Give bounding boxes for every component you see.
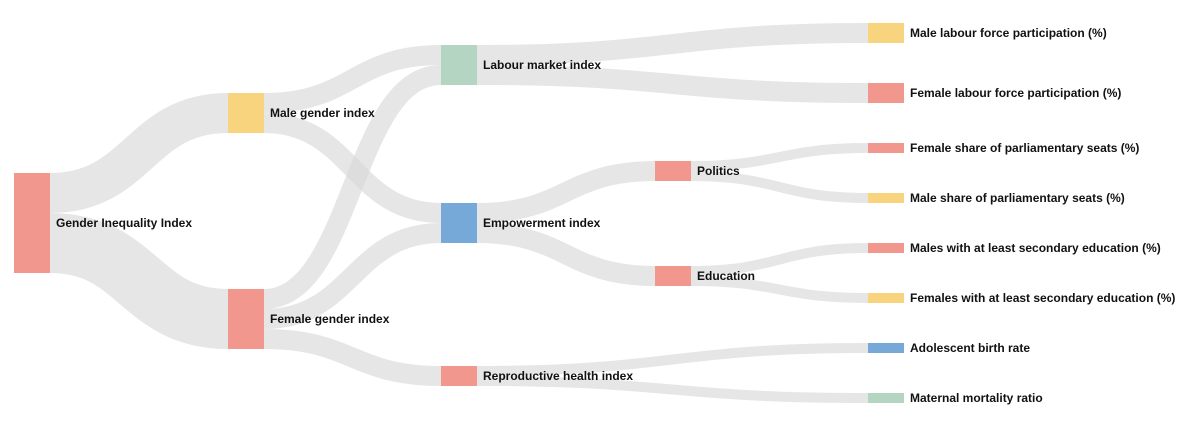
node-label-mmr: Maternal mortality ratio: [910, 391, 1043, 405]
link-politics-to-msps: [690, 171, 869, 203]
node-mmr[interactable]: [868, 393, 904, 403]
node-politics[interactable]: [655, 161, 691, 181]
node-label-female: Female gender index: [270, 312, 390, 326]
node-label-msps: Male share of parliamentary seats (%): [910, 191, 1125, 205]
node-label-labour: Labour market index: [483, 58, 601, 72]
node-labour[interactable]: [441, 45, 477, 85]
link-female-to-labour: [263, 65, 442, 309]
link-gii-to-male: [49, 93, 229, 213]
node-label-flfp: Female labour force participation (%): [910, 86, 1121, 100]
node-label-politics: Politics: [697, 164, 740, 178]
node-msec[interactable]: [868, 243, 904, 253]
node-education[interactable]: [655, 266, 691, 286]
node-abr[interactable]: [868, 343, 904, 353]
labels-layer: Gender Inequality Index Male gender index…: [56, 26, 1175, 405]
link-repro-to-abr: [476, 343, 869, 376]
link-education-to-fsec: [690, 276, 869, 303]
link-labour-to-mlfp: [476, 23, 869, 65]
link-politics-to-fsps: [690, 143, 869, 171]
node-gii[interactable]: [14, 173, 50, 273]
node-male[interactable]: [228, 93, 264, 133]
node-label-education: Education: [697, 269, 755, 283]
link-repro-to-mmr: [476, 376, 869, 403]
node-label-empower: Empowerment index: [483, 216, 601, 230]
link-male-to-labour: [263, 45, 442, 113]
node-label-gii: Gender Inequality Index: [56, 216, 192, 230]
node-label-msec: Males with at least secondary education …: [910, 241, 1161, 255]
node-female[interactable]: [228, 289, 264, 349]
link-empower-to-education: [476, 223, 656, 286]
node-fsps[interactable]: [868, 143, 904, 153]
node-label-fsec: Females with at least secondary educatio…: [910, 291, 1175, 305]
node-msps[interactable]: [868, 193, 904, 203]
nodes-layer: [14, 23, 904, 403]
link-gii-to-female: [48, 213, 230, 349]
node-label-male: Male gender index: [270, 106, 375, 120]
link-labour-to-flfp: [476, 65, 869, 103]
link-education-to-msec: [690, 243, 869, 276]
node-flfp[interactable]: [868, 83, 904, 103]
links-layer: [48, 23, 869, 403]
node-fsec[interactable]: [868, 293, 904, 303]
node-label-repro: Reproductive health index: [483, 369, 633, 383]
link-female-to-repro: [263, 329, 442, 386]
node-empower[interactable]: [441, 203, 477, 243]
node-label-mlfp: Male labour force participation (%): [910, 26, 1107, 40]
node-mlfp[interactable]: [868, 23, 904, 43]
node-label-fsps: Female share of parliamentary seats (%): [910, 141, 1139, 155]
link-female-to-empower: [263, 223, 442, 329]
link-empower-to-politics: [476, 161, 656, 223]
node-label-abr: Adolescent birth rate: [910, 341, 1030, 355]
node-repro[interactable]: [441, 366, 477, 386]
